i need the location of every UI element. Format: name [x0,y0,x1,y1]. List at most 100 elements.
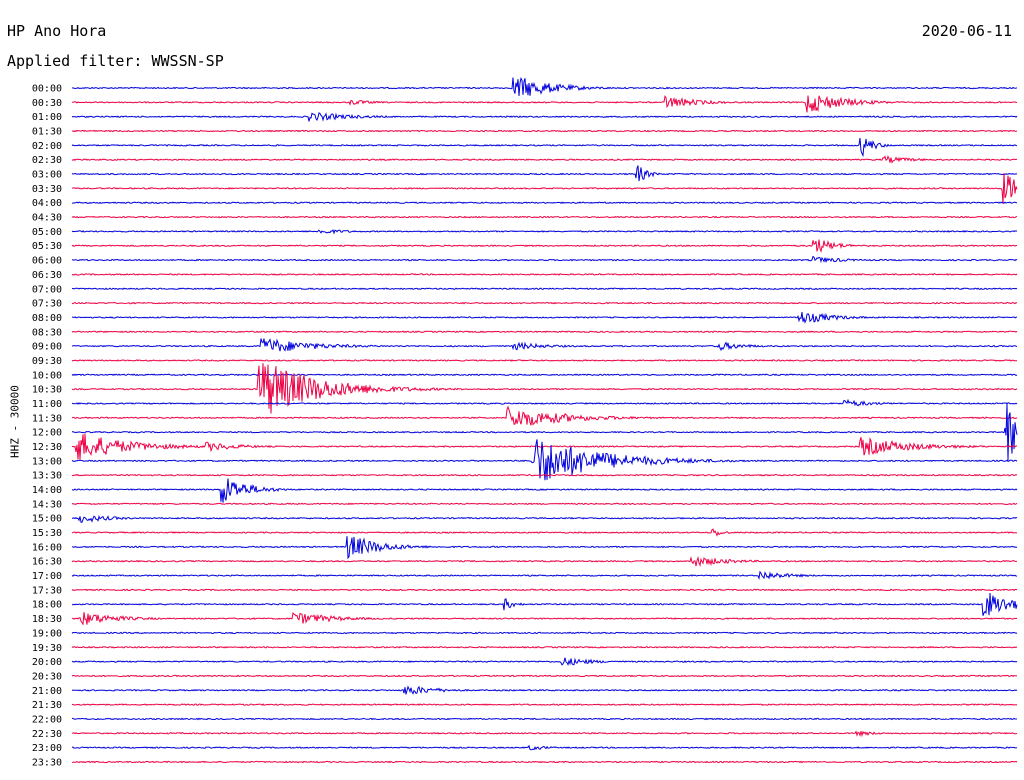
time-tick-label: 12:30 [32,442,62,453]
time-tick-label: 04:00 [32,198,62,209]
time-tick-label: 01:00 [32,112,62,123]
trace-row [71,433,1018,460]
trace-row [71,478,1018,503]
time-tick-label: 23:30 [32,757,62,768]
time-tick-label: 07:00 [32,284,62,295]
trace-row [71,229,1018,235]
time-tick-label: 11:30 [32,413,62,424]
time-tick-label: 13:30 [32,471,62,482]
trace-row [71,373,1018,377]
time-tick-label: 01:30 [32,127,62,138]
time-tick-label: 08:30 [32,327,62,338]
trace-row [71,172,1018,204]
time-tick-label: 19:30 [32,643,62,654]
trace-row [71,536,1018,560]
trace-row [71,502,1018,506]
trace-row [71,528,1018,537]
time-tick-label: 10:00 [32,370,62,381]
time-tick-label: 03:30 [32,184,62,195]
trace-row [71,514,1018,523]
time-tick-label: 10:30 [32,385,62,396]
time-tick-label: 21:00 [32,686,62,697]
date-label: 2020-06-11 [921,22,1012,40]
time-tick-label: 09:00 [32,342,62,353]
trace-row [71,657,1018,666]
time-tick-label: 17:00 [32,571,62,582]
time-tick-label: 07:30 [32,299,62,310]
trace-row [71,215,1018,219]
trace-row [71,359,1017,362]
trace-row [71,338,1018,352]
trace-row [72,201,1018,205]
time-tick-label: 15:30 [32,528,62,539]
time-tick-label: 19:00 [32,628,62,639]
station-title: HP Ano Hora [7,22,107,40]
trace-group [71,76,1018,764]
trace-row [71,311,1018,324]
trace-row [71,588,1018,592]
time-tick-label: 22:30 [32,729,62,740]
time-tick-label: 03:00 [32,170,62,181]
time-tick-label: 14:00 [32,485,62,496]
trace-row [72,744,1018,751]
trace-row [72,592,1018,616]
trace-row [71,330,1018,334]
time-tick-label: 20:00 [32,657,62,668]
time-tick-label: 12:00 [32,428,62,439]
trace-row [71,674,1018,678]
trace-row [71,473,1018,477]
time-tick-label: 16:00 [32,542,62,553]
time-tick-label: 02:30 [32,155,62,166]
trace-row [71,402,1018,461]
trace-row [71,703,1018,706]
time-tick-label: 04:30 [32,213,62,224]
time-tick-label: 17:30 [32,585,62,596]
time-tick-label: 13:00 [32,456,62,467]
trace-row [71,137,1018,158]
trace-row [71,760,1018,764]
trace-row [71,612,1018,626]
trace-row [72,95,1018,113]
time-tick-label: 14:30 [32,499,62,510]
trace-row [71,129,1018,133]
trace-row [71,301,1018,305]
time-tick-label: 06:00 [32,256,62,267]
time-tick-label: 16:30 [32,557,62,568]
trace-row [71,273,1018,276]
time-tick-label: 06:30 [32,270,62,281]
trace-row [71,255,1018,264]
time-tick-label: 18:00 [32,600,62,611]
time-tick-label: 20:30 [32,671,62,682]
trace-row [71,645,1018,649]
time-tick-label: 09:30 [32,356,62,367]
time-tick-label: 05:00 [32,227,62,238]
time-tick-labels: 00:00 00:30 01:00 01:30 02:00 02:30 03:00 03:30… [32,84,62,769]
trace-row [71,239,1018,253]
time-tick-label: 11:00 [32,399,62,410]
trace-row [71,685,1018,695]
trace-row [71,165,1018,182]
trace-row [71,363,1018,414]
time-tick-label: 18:30 [32,614,62,625]
trace-row [71,155,1018,164]
time-tick-label: 00:30 [32,98,62,109]
time-tick-label: 15:00 [32,514,62,525]
trace-row [71,570,1018,580]
trace-row [71,398,1018,407]
filter-label: Applied filter: WWSSN-SP [7,52,224,70]
time-tick-label: 22:00 [32,714,62,725]
trace-row [71,287,1018,291]
time-tick-label: 00:00 [32,84,62,95]
trace-row [72,717,1017,721]
time-tick-label: 23:00 [32,743,62,754]
trace-row [71,555,1018,567]
time-tick-label: 08:00 [32,313,62,324]
trace-row [71,405,1018,426]
time-tick-label: 21:30 [32,700,62,711]
time-tick-label: 05:30 [32,241,62,252]
trace-row [71,631,1018,635]
trace-row [72,730,1018,738]
time-tick-label: 02:00 [32,141,62,152]
trace-row [71,112,1018,122]
